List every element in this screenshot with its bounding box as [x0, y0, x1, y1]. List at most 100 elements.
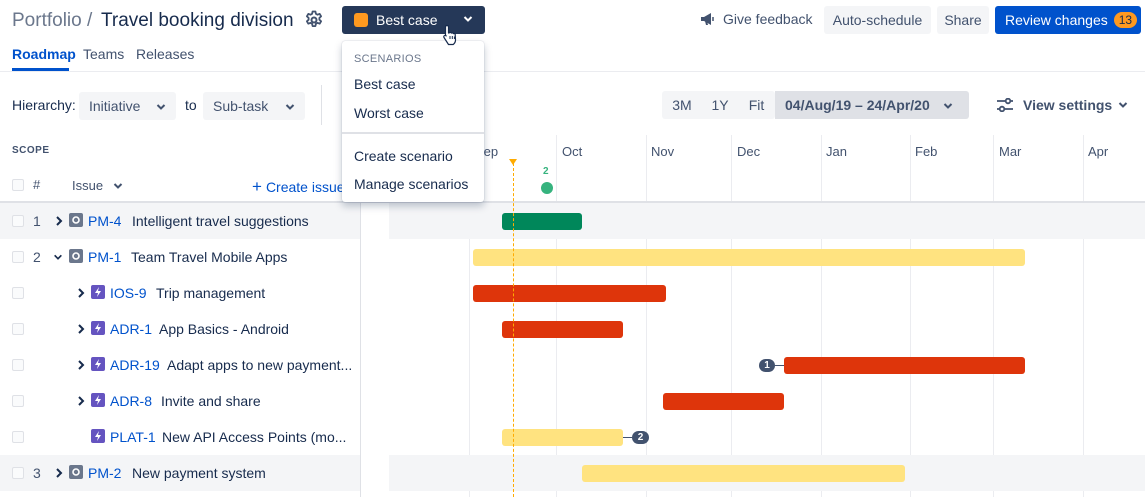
issue-key-link[interactable]: PM-1 — [88, 249, 122, 265]
date-range-select[interactable]: 04/Aug/19 – 24/Apr/20 — [775, 91, 969, 119]
zoom-fit-button[interactable]: Fit — [748, 97, 765, 113]
row-scope-cell: PLAT-1 New API Access Points (mo... — [0, 419, 360, 455]
row-scope-cell: ADR-19 Adapt apps to new payment... — [0, 347, 360, 383]
epic-lightning-icon — [91, 429, 105, 443]
issue-key-link[interactable]: ADR-19 — [110, 357, 160, 373]
issue-title: New API Access Points (mo... — [162, 429, 347, 445]
chevron-right-icon[interactable] — [76, 323, 86, 335]
chevron-right-icon[interactable] — [76, 395, 86, 407]
chevron-right-icon[interactable] — [76, 359, 86, 371]
gear-icon[interactable] — [304, 10, 324, 30]
row-checkbox[interactable] — [12, 467, 24, 479]
dependency-line — [775, 365, 784, 366]
view-settings-button[interactable]: View settings — [996, 97, 1128, 113]
manage-scenarios-item[interactable]: Manage scenarios — [354, 176, 469, 192]
issue-key-link[interactable]: ADR-8 — [110, 393, 153, 409]
create-issue-button[interactable]: + Create issue — [252, 177, 345, 197]
table-row[interactable]: 1 PM-4 Intelligent travel suggestions — [0, 203, 1145, 239]
scope-divider — [360, 135, 361, 497]
month-gridline — [556, 135, 557, 497]
scenario-option-best-case[interactable]: Best case — [354, 76, 416, 92]
row-checkbox[interactable] — [12, 359, 24, 371]
issue-key-link[interactable]: PM-2 — [88, 465, 122, 481]
row-checkbox[interactable] — [12, 323, 24, 335]
row-checkbox[interactable] — [12, 431, 24, 443]
give-feedback-button[interactable]: Give feedback — [700, 11, 813, 27]
issue-title: New payment system — [132, 465, 266, 481]
table-row[interactable]: 3 PM-2 New payment system — [0, 455, 1145, 491]
dependency-badge[interactable]: 1 — [759, 359, 775, 372]
tab-releases[interactable]: Releases — [136, 46, 195, 62]
issue-title: Intelligent travel suggestions — [132, 213, 309, 229]
release-marker[interactable] — [541, 182, 553, 194]
auto-schedule-button[interactable]: Auto-schedule — [824, 6, 931, 34]
hierarchy-to-select[interactable]: Sub-task — [203, 92, 305, 120]
schedule-bar[interactable] — [784, 357, 1025, 374]
month-gridline — [993, 135, 994, 497]
schedule-bar[interactable] — [502, 213, 582, 230]
epic-lightning-icon — [91, 393, 105, 407]
table-row[interactable]: ADR-1 App Basics - Android — [0, 311, 1145, 347]
column-header-number: # — [33, 177, 41, 192]
create-scenario-item[interactable]: Create scenario — [354, 148, 453, 164]
chevron-down-icon — [943, 103, 953, 109]
schedule-bar[interactable] — [582, 465, 905, 482]
chevron-down-icon — [156, 104, 166, 110]
issue-key-link[interactable]: PM-4 — [88, 213, 122, 229]
chevron-right-icon[interactable] — [54, 467, 64, 479]
dropdown-separator — [342, 132, 484, 134]
issue-title: Trip management — [156, 285, 266, 301]
chevron-right-icon[interactable] — [54, 215, 64, 227]
share-button[interactable]: Share — [937, 6, 989, 34]
month-label: Jan — [826, 144, 847, 159]
scenario-option-worst-case[interactable]: Worst case — [354, 105, 424, 121]
table-row[interactable]: ADR-19 Adapt apps to new payment... 1 — [0, 347, 1145, 383]
scenario-select-button[interactable]: Best case — [342, 6, 485, 34]
sliders-icon — [997, 98, 1013, 112]
column-header-issue[interactable]: Issue — [72, 178, 123, 193]
month-label: Dec — [737, 144, 761, 159]
breadcrumb[interactable]: Portfolio / — [12, 10, 93, 31]
chevron-down-icon[interactable] — [53, 251, 63, 263]
chevron-right-icon[interactable] — [76, 287, 86, 299]
review-changes-button[interactable]: Review changes 13 — [995, 6, 1141, 34]
table-row[interactable]: IOS-9 Trip management — [0, 275, 1145, 311]
row-checkbox[interactable] — [12, 215, 24, 227]
hierarchy-from-value: Initiative — [89, 98, 141, 114]
table-row[interactable]: 2 PM-1 Team Travel Mobile Apps — [0, 239, 1145, 275]
row-scope-cell: IOS-9 Trip management — [0, 275, 360, 311]
table-row[interactable]: ADR-8 Invite and share — [0, 383, 1145, 419]
initiative-icon — [69, 249, 83, 263]
zoom-1y-button[interactable]: 1Y — [711, 97, 729, 113]
schedule-bar[interactable] — [663, 393, 784, 410]
table-row[interactable]: PLAT-1 New API Access Points (mo... 2 — [0, 419, 1145, 455]
row-scope-cell: ADR-8 Invite and share — [0, 383, 360, 419]
row-number: 1 — [33, 213, 41, 229]
create-issue-label: Create issue — [265, 179, 345, 195]
schedule-bar[interactable] — [502, 429, 623, 446]
toolbar-divider — [321, 85, 322, 125]
review-count-badge: 13 — [1113, 12, 1138, 28]
schedule-bar[interactable] — [502, 321, 623, 338]
page-header: Portfolio / Travel booking division Best… — [0, 0, 1145, 42]
hierarchy-from-select[interactable]: Initiative — [79, 92, 176, 120]
row-checkbox[interactable] — [12, 251, 24, 263]
row-checkbox[interactable] — [12, 287, 24, 299]
schedule-bar[interactable] — [473, 249, 1025, 266]
zoom-group: 3M 1Y Fit — [662, 91, 775, 119]
issue-key-link[interactable]: ADR-1 — [110, 321, 153, 337]
issue-key-link[interactable]: PLAT-1 — [110, 429, 156, 445]
month-label: Mar — [999, 144, 1022, 159]
issue-column-label: Issue — [72, 178, 104, 193]
tab-teams[interactable]: Teams — [83, 46, 125, 62]
row-scope-cell: ADR-1 App Basics - Android — [0, 311, 360, 347]
schedule-bar[interactable] — [473, 285, 666, 302]
dependency-badge[interactable]: 2 — [632, 431, 649, 444]
row-checkbox[interactable] — [12, 395, 24, 407]
tab-roadmap[interactable]: Roadmap — [12, 46, 76, 62]
hierarchy-to-label: to — [185, 97, 197, 113]
zoom-3m-button[interactable]: 3M — [672, 97, 692, 113]
select-all-checkbox[interactable] — [12, 179, 24, 191]
issue-key-link[interactable]: IOS-9 — [110, 285, 147, 301]
plus-icon: + — [252, 177, 262, 196]
